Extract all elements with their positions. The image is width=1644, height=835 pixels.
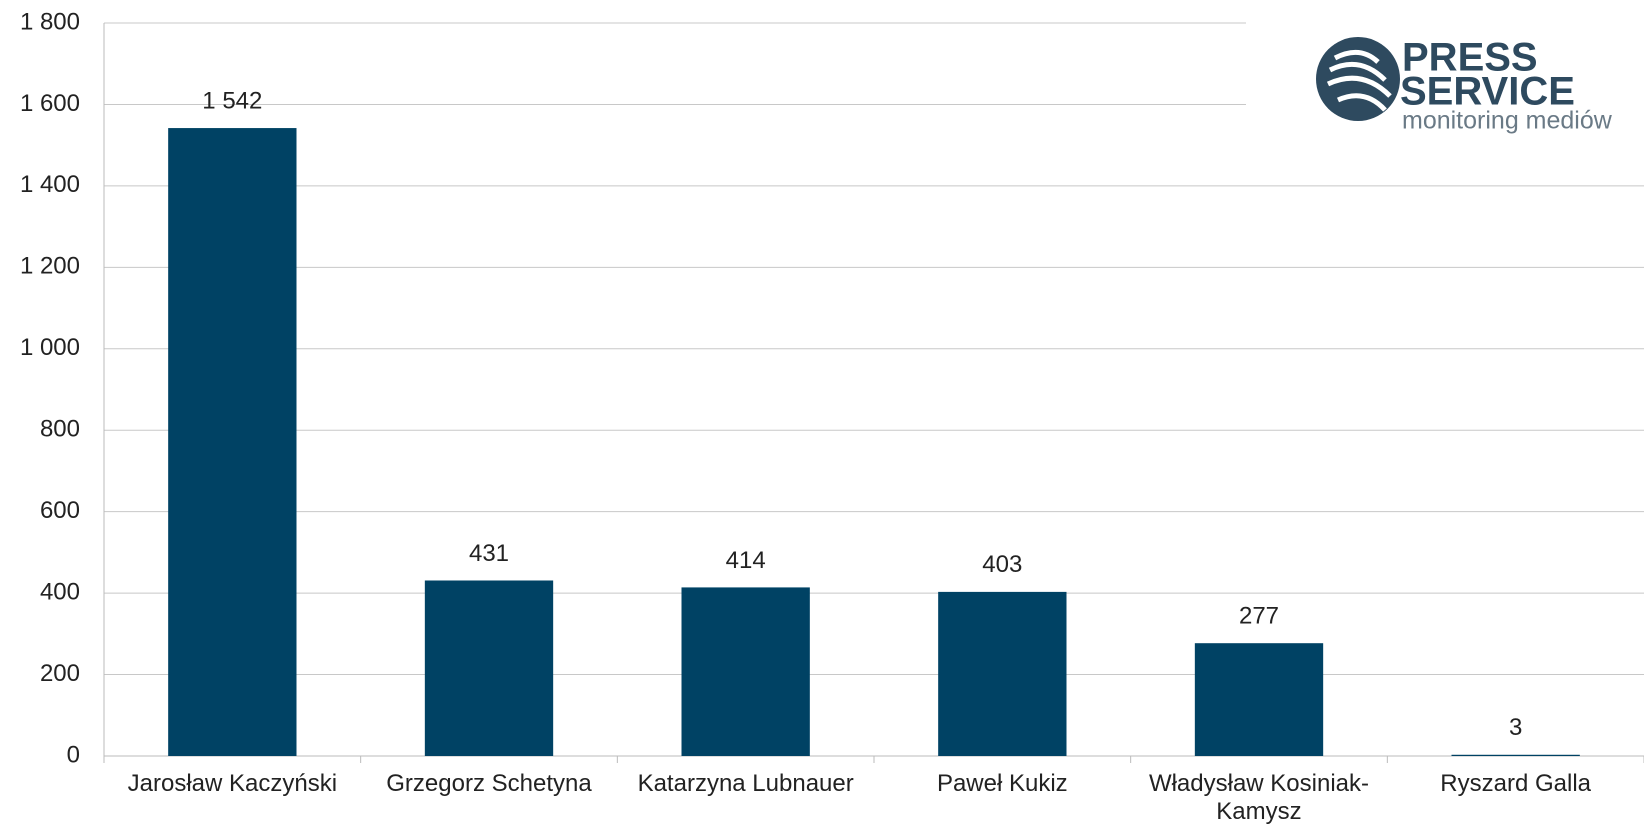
data-label: 277 (1239, 603, 1279, 630)
data-label: 414 (726, 547, 766, 574)
y-tick-label: 400 (40, 578, 80, 605)
x-tick-label: Katarzyna Lubnauer (637, 770, 854, 797)
logo-text: PRESS (1402, 36, 1538, 80)
x-tick-label: Władysław Kosiniak-Kamysz (1148, 770, 1370, 825)
y-tick-label: 1 800 (20, 8, 80, 35)
y-tick-label: 800 (40, 416, 80, 443)
logo: PRESS SERVICE monitoring mediów (1316, 36, 1613, 135)
y-tick-label: 1 200 (20, 253, 80, 280)
x-tick-label: Ryszard Galla (1440, 770, 1592, 797)
y-tick-label: 200 (40, 660, 80, 687)
y-tick-label: 1 400 (20, 171, 80, 198)
logo-tagline: monitoring mediów (1402, 107, 1613, 135)
data-label: 1 542 (202, 87, 262, 114)
x-tick-label: Jarosław Kaczyński (127, 770, 338, 797)
y-tick-label: 1 600 (20, 90, 80, 117)
bar (938, 591, 1067, 756)
bar (168, 128, 297, 756)
logo-swoosh (1326, 49, 1392, 112)
bar (681, 587, 810, 756)
data-label: 3 (1509, 714, 1522, 741)
x-tick-label: Grzegorz Schetyna (386, 770, 592, 797)
x-tick-label: Paweł Kukiz (936, 770, 1068, 797)
data-label: 431 (469, 540, 509, 567)
data-label: 403 (982, 551, 1022, 578)
y-tick-label: 600 (40, 497, 80, 524)
bar (424, 580, 554, 756)
bar (1194, 643, 1324, 756)
logo-text: SERVICE (1400, 70, 1575, 114)
bar (1451, 754, 1580, 756)
y-tick-label: 1 000 (20, 334, 80, 361)
y-tick-label: 0 (67, 741, 80, 768)
